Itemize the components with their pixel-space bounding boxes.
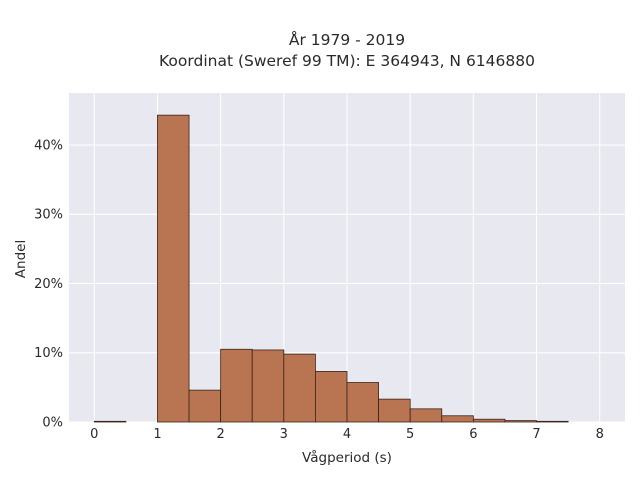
y-tick-label-0: 0%	[42, 416, 63, 431]
x-tick-label-5: 5	[406, 427, 414, 442]
histogram-bar-7	[315, 371, 348, 423]
y-axis-label: Andel	[13, 240, 29, 278]
x-axis-label: Vågperiod (s)	[302, 449, 392, 466]
histogram-bar-9	[378, 398, 411, 423]
x-tick-label-3: 3	[280, 427, 288, 442]
x-tick-label-2: 2	[216, 427, 224, 442]
y-tick-label-1: 10%	[34, 346, 63, 361]
histogram-bar-5	[251, 349, 285, 423]
histogram-bar-12	[472, 418, 506, 423]
x-tick-label-4: 4	[343, 427, 351, 442]
histogram-bar-0	[93, 420, 127, 423]
y-tick-label-4: 40%	[34, 138, 63, 153]
x-tick-label-7: 7	[532, 427, 540, 442]
x-tick-label-0: 0	[90, 427, 98, 442]
chart-title-line-2: Koordinat (Sweref 99 TM): E 364943, N 61…	[159, 52, 535, 70]
histogram-bar-14	[536, 420, 569, 423]
histogram-bar-3	[188, 389, 222, 423]
x-tick-label-1: 1	[153, 427, 161, 442]
histogram-bar-4	[220, 348, 253, 423]
y-tick-label-3: 30%	[34, 208, 63, 223]
plot-area: 0 1 2 3 4 5 6 7 8 0% 10% 20% 30% 40%	[34, 93, 625, 442]
chart-title-line-1: År 1979 - 2019	[289, 30, 405, 49]
histogram-bar-10	[409, 408, 443, 423]
histogram-bar-6	[283, 353, 316, 423]
histogram-bar-13	[504, 420, 537, 423]
histogram-bar-11	[441, 415, 474, 423]
x-tick-label-6: 6	[469, 427, 477, 442]
histogram-bar-8	[346, 382, 379, 423]
x-tick-label-8: 8	[596, 427, 604, 442]
y-tick-label-2: 20%	[34, 277, 63, 292]
histogram-bar-2	[157, 114, 190, 423]
